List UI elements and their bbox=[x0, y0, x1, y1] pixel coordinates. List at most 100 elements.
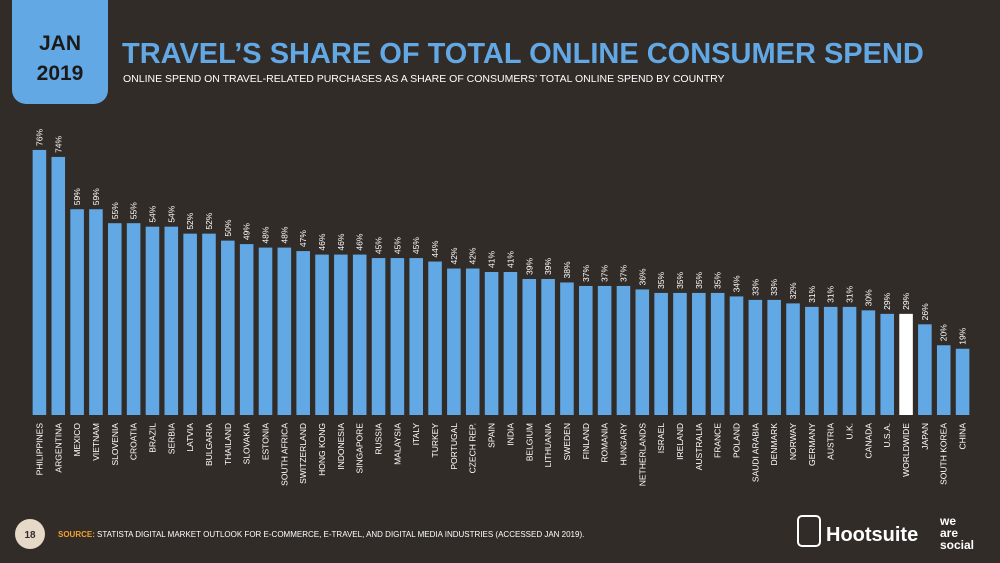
x-tick-label: BULGARIA bbox=[204, 423, 214, 466]
value-label: 45% bbox=[374, 237, 384, 254]
bar bbox=[183, 233, 197, 415]
value-label: 76% bbox=[34, 128, 44, 145]
x-tick-label: MALAYSIA bbox=[392, 423, 402, 465]
x-tick-label: SERBIA bbox=[166, 423, 176, 455]
x-tick-label: PORTUGAL bbox=[449, 423, 459, 470]
value-label: 42% bbox=[449, 247, 459, 264]
logo-are: are bbox=[940, 526, 958, 540]
value-label: 50% bbox=[223, 219, 233, 236]
value-label: 35% bbox=[675, 271, 685, 288]
bar bbox=[107, 223, 122, 415]
logo-we: we bbox=[939, 514, 956, 528]
bar bbox=[239, 244, 254, 415]
x-tick-label: ROMANIA bbox=[600, 423, 610, 463]
x-tick-label: CROATIA bbox=[129, 423, 139, 460]
x-tick-label: SOUTH AFRICA bbox=[279, 423, 289, 486]
value-label: 31% bbox=[826, 285, 836, 302]
value-label: 59% bbox=[91, 188, 101, 205]
bar bbox=[541, 278, 555, 415]
value-label: 46% bbox=[336, 233, 346, 250]
value-label: 55% bbox=[110, 202, 120, 219]
x-tick-label: IRELAND bbox=[675, 423, 685, 460]
value-label: 48% bbox=[279, 226, 289, 243]
value-label: 29% bbox=[882, 292, 892, 309]
bar bbox=[842, 306, 857, 415]
value-label: 52% bbox=[204, 212, 214, 229]
bar bbox=[409, 258, 424, 415]
bar bbox=[352, 254, 367, 415]
bar bbox=[465, 268, 480, 415]
bar bbox=[202, 233, 216, 415]
bar bbox=[786, 303, 800, 415]
value-label: 41% bbox=[505, 251, 515, 268]
bar bbox=[597, 285, 612, 415]
bar bbox=[334, 254, 348, 415]
logo-social: social bbox=[940, 538, 974, 552]
bar bbox=[616, 285, 631, 415]
value-label: 37% bbox=[581, 265, 591, 282]
x-tick-label: SWITZERLAND bbox=[298, 423, 308, 484]
bar bbox=[164, 226, 179, 415]
bar bbox=[503, 272, 518, 415]
source-text: STATISTA DIGITAL MARKET OUTLOOK FOR E-CO… bbox=[97, 530, 584, 539]
x-tick-label: INDONESIA bbox=[336, 423, 346, 470]
bar bbox=[578, 285, 593, 415]
value-label: 39% bbox=[543, 258, 553, 275]
value-label: 26% bbox=[920, 303, 930, 320]
date-badge bbox=[12, 0, 108, 104]
x-tick-label: TURKEY bbox=[430, 423, 440, 458]
value-label: 42% bbox=[468, 247, 478, 264]
x-tick-label: ESTONIA bbox=[261, 423, 271, 460]
badge-month: JAN bbox=[39, 32, 81, 55]
value-label: 37% bbox=[618, 265, 628, 282]
value-label: 20% bbox=[939, 324, 949, 341]
x-tick-label: CANADA bbox=[863, 423, 873, 459]
bar bbox=[767, 299, 781, 415]
bar bbox=[447, 268, 461, 415]
bar bbox=[710, 292, 725, 415]
x-tick-label: AUSTRALIA bbox=[694, 423, 704, 471]
value-label: 30% bbox=[863, 289, 873, 306]
value-label: 34% bbox=[732, 275, 742, 292]
bar bbox=[258, 247, 273, 415]
value-label: 35% bbox=[713, 271, 723, 288]
source-label: SOURCE: bbox=[58, 530, 95, 539]
x-tick-label: BELGIUM bbox=[524, 423, 534, 461]
x-tick-label: INDIA bbox=[505, 423, 515, 446]
value-label: 59% bbox=[72, 188, 82, 205]
bar bbox=[51, 156, 66, 416]
bar bbox=[70, 209, 84, 415]
x-tick-label: U.S.A. bbox=[882, 423, 892, 448]
bar bbox=[371, 258, 386, 415]
bar bbox=[522, 278, 537, 415]
value-label: 46% bbox=[317, 233, 327, 250]
x-tick-label: ARGENTINA bbox=[53, 423, 63, 473]
value-label: 46% bbox=[355, 233, 365, 250]
x-tick-label: JAPAN bbox=[920, 423, 930, 450]
x-tick-label: CHINA bbox=[958, 423, 968, 450]
x-tick-label: SWEDEN bbox=[562, 423, 572, 460]
bar bbox=[296, 251, 310, 415]
x-tick-label: SLOVAKIA bbox=[242, 423, 252, 465]
x-tick-label: U.K. bbox=[845, 423, 855, 440]
x-tick-label: SPAIN bbox=[487, 423, 497, 448]
bar bbox=[560, 282, 574, 415]
x-tick-label: NETHERLANDS bbox=[637, 423, 647, 487]
value-label: 33% bbox=[750, 278, 760, 295]
value-label: 29% bbox=[901, 292, 911, 309]
bar bbox=[748, 299, 763, 415]
logo-hootsuite: Hootsuite bbox=[826, 524, 918, 546]
hootsuite-icon bbox=[797, 515, 821, 547]
value-label: 45% bbox=[392, 237, 402, 254]
x-tick-label: POLAND bbox=[732, 423, 742, 458]
bar bbox=[861, 310, 876, 415]
x-tick-label: PHILIPPINES bbox=[34, 423, 44, 476]
chart-subtitle: ONLINE SPEND ON TRAVEL-RELATED PURCHASES… bbox=[123, 73, 725, 85]
x-tick-label: MEXICO bbox=[72, 423, 82, 457]
value-label: 41% bbox=[487, 251, 497, 268]
value-label: 32% bbox=[788, 282, 798, 299]
bar bbox=[315, 254, 329, 415]
x-tick-label: SLOVENIA bbox=[110, 423, 120, 466]
page-badge bbox=[15, 519, 45, 549]
x-tick-label: SAUDI ARABIA bbox=[750, 423, 760, 482]
